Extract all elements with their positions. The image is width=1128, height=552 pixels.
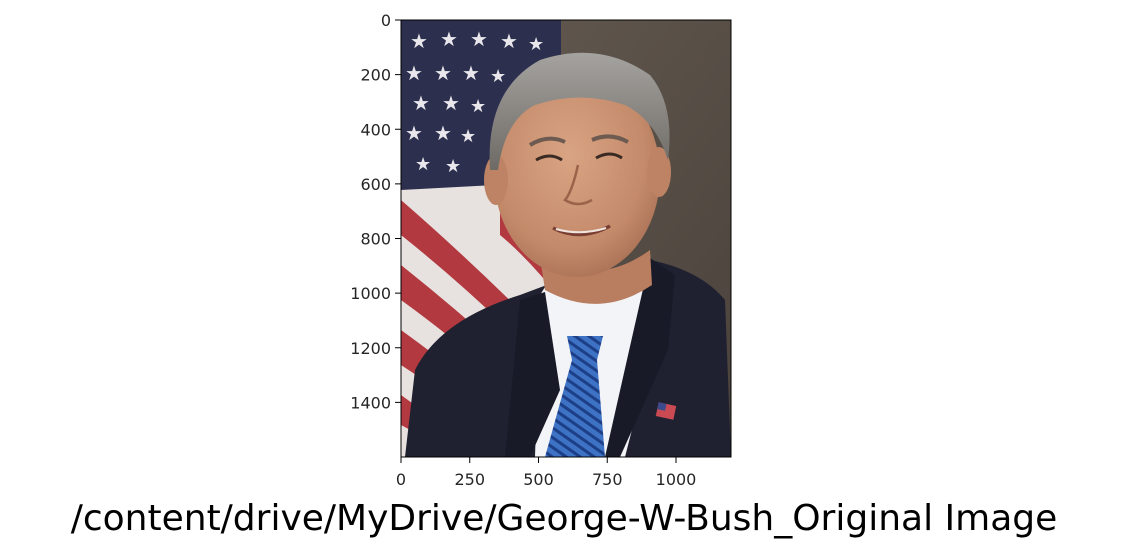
right-lapel <box>605 258 675 457</box>
svg-text:★: ★ <box>440 27 458 51</box>
y-tick-label: 1400 <box>350 393 391 412</box>
svg-text:★: ★ <box>470 27 488 51</box>
x-axis: 0 250 500 750 1000 <box>396 457 696 489</box>
svg-text:★: ★ <box>470 96 486 117</box>
y-tick-label: 1000 <box>350 284 391 303</box>
portrait-image: ★ ★ ★ ★ ★ ★ ★ ★ ★ ★ ★ ★ ★ ★ ★ ★ ★ <box>401 20 731 457</box>
hair <box>489 52 670 170</box>
svg-text:★: ★ <box>528 34 544 55</box>
svg-text:★: ★ <box>442 91 460 115</box>
y-tick-label: 600 <box>360 175 391 194</box>
svg-text:★: ★ <box>490 66 506 87</box>
flag-stars: ★ ★ ★ ★ ★ ★ ★ ★ ★ ★ ★ ★ ★ ★ ★ ★ ★ <box>405 27 544 177</box>
x-tick-label: 500 <box>523 470 554 489</box>
x-tick-label: 250 <box>454 470 485 489</box>
y-tick-label: 800 <box>360 230 391 249</box>
necktie <box>545 336 605 457</box>
svg-text:★: ★ <box>434 61 452 85</box>
y-tick-label: 1200 <box>350 339 391 358</box>
x-tick-label: 1000 <box>656 470 697 489</box>
right-ear <box>647 147 671 197</box>
svg-text:★: ★ <box>434 121 452 145</box>
svg-text:★: ★ <box>415 154 431 175</box>
left-brow <box>528 136 566 147</box>
x-tick-label: 0 <box>396 470 406 489</box>
y-tick-label: 200 <box>360 66 391 85</box>
x-tick-label: 750 <box>592 470 623 489</box>
neck <box>535 225 652 304</box>
image-caption: /content/drive/MyDrive/George-W-Bush_Ori… <box>71 498 1058 539</box>
y-tick-label: 400 <box>360 120 391 139</box>
svg-text:★: ★ <box>405 121 423 145</box>
svg-text:★: ★ <box>445 156 461 177</box>
svg-text:★: ★ <box>460 126 476 147</box>
face <box>494 73 660 277</box>
right-eye <box>595 152 623 160</box>
nose <box>563 164 593 206</box>
left-eye <box>535 154 563 162</box>
y-axis: 0 200 400 600 800 1000 1200 1400 <box>350 11 401 412</box>
left-lapel <box>505 292 560 457</box>
svg-text:★: ★ <box>405 61 423 85</box>
right-brow <box>591 134 629 144</box>
svg-text:★: ★ <box>462 61 480 85</box>
svg-text:★: ★ <box>412 91 430 115</box>
y-tick-label: 0 <box>381 11 391 30</box>
svg-text:★: ★ <box>410 29 428 53</box>
svg-text:★: ★ <box>500 29 518 53</box>
